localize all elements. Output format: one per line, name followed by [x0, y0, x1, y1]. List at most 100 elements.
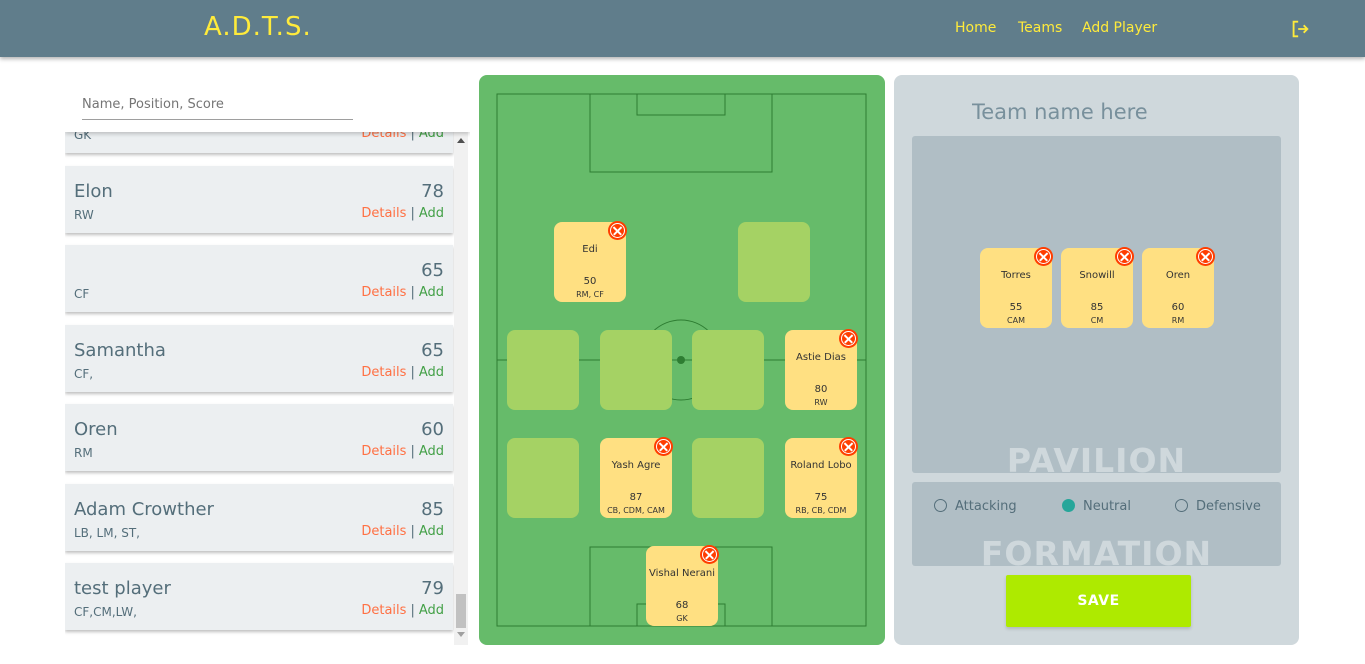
- pavilion-player-card[interactable]: Snowill 85 CM: [1061, 247, 1134, 328]
- player-score: 65: [421, 260, 444, 281]
- scroll-up-arrow-icon[interactable]: [457, 138, 465, 143]
- formation-label: FORMATION: [980, 534, 1213, 566]
- player-name: test player: [74, 578, 171, 599]
- field-player-card[interactable]: Vishal Nerani 68 GK: [646, 545, 719, 626]
- player-actions: Details | Add: [361, 603, 444, 618]
- separator: |: [410, 126, 415, 141]
- pavilion-player-name: Torres: [1001, 270, 1031, 281]
- player-actions: Details | Add: [361, 524, 444, 539]
- player-position: RW: [74, 208, 94, 222]
- app-header: A.D.T.S. Home Teams Add Player: [0, 0, 1365, 57]
- player-score: 65: [421, 340, 444, 361]
- empty-position-slot[interactable]: [507, 330, 579, 410]
- team-name-input[interactable]: [972, 95, 1222, 129]
- details-link[interactable]: Details: [361, 603, 407, 618]
- search-input[interactable]: [82, 90, 353, 120]
- separator: |: [410, 365, 415, 380]
- player-name: Adam Crowther: [74, 499, 214, 520]
- details-link[interactable]: Details: [361, 444, 407, 459]
- player-score: 78: [421, 181, 444, 202]
- player-position: LB, LM, ST,: [74, 526, 140, 540]
- field-player-card[interactable]: Edi 50 RM, CF: [554, 221, 627, 302]
- remove-player-icon[interactable]: [608, 221, 627, 240]
- scroll-down-arrow-icon[interactable]: [457, 632, 465, 637]
- player-position: CF,: [74, 367, 94, 381]
- remove-player-icon[interactable]: [1034, 247, 1053, 266]
- field-player-card[interactable]: Astie Dias 80 RW: [785, 329, 858, 410]
- field-player-score: 75: [814, 492, 828, 503]
- field-player-card[interactable]: Yash Agre 87 CB, CDM, CAM: [600, 437, 673, 518]
- save-button[interactable]: SAVE: [1006, 575, 1191, 627]
- remove-player-icon[interactable]: [839, 437, 858, 456]
- details-link[interactable]: Details: [361, 206, 407, 221]
- remove-player-icon[interactable]: [700, 545, 719, 564]
- radio-on-icon: [1062, 499, 1075, 512]
- nav-add-player[interactable]: Add Player: [1082, 20, 1158, 36]
- pavilion-player-card[interactable]: Oren 60 RM: [1142, 247, 1215, 328]
- separator: |: [410, 524, 415, 539]
- list-scrollbar[interactable]: [454, 132, 468, 645]
- pavilion-player-positions: RM: [1171, 316, 1185, 325]
- add-link[interactable]: Add: [418, 365, 444, 380]
- formation-attacking-radio[interactable]: Attacking: [934, 499, 1017, 514]
- field-player-name: Astie Dias: [796, 352, 846, 363]
- formation-defensive-radio[interactable]: Defensive: [1175, 499, 1261, 514]
- add-link[interactable]: Add: [418, 285, 444, 300]
- team-panel: Torres 55 CAM Snowill 85 CM Oren 60 RM P…: [894, 75, 1299, 645]
- field-player-positions: RB, CB, CDM: [795, 506, 847, 515]
- pitch: Edi 50 RM, CF Astie Dias 80 RW Yash Agre…: [479, 75, 885, 645]
- player-card: Oren 60 RM Details | Add: [65, 404, 453, 471]
- add-link[interactable]: Add: [418, 524, 444, 539]
- field-player-score: 80: [814, 384, 828, 395]
- add-link[interactable]: Add: [418, 603, 444, 618]
- nav-teams[interactable]: Teams: [1018, 20, 1063, 36]
- field-player-score: 87: [629, 492, 643, 503]
- field-player-card[interactable]: Roland Lobo 75 RB, CB, CDM: [785, 437, 858, 518]
- field-player-score: 68: [675, 600, 689, 611]
- field-player-positions: RM, CF: [576, 290, 604, 299]
- field-player-positions: GK: [676, 614, 688, 623]
- empty-position-slot[interactable]: [600, 330, 672, 410]
- player-card: Elon 78 RW Details | Add: [65, 166, 453, 233]
- player-card: Samantha 65 CF, Details | Add: [65, 325, 453, 392]
- separator: |: [410, 603, 415, 618]
- details-link[interactable]: Details: [361, 524, 407, 539]
- player-position: CF,CM,LW,: [74, 605, 137, 619]
- player-card: 65 CF Details | Add: [65, 245, 453, 312]
- radio-off-icon: [934, 499, 947, 512]
- field-player-name: Yash Agre: [611, 460, 661, 471]
- pavilion-player-score: 55: [1009, 302, 1023, 313]
- details-link[interactable]: Details: [361, 285, 407, 300]
- empty-position-slot[interactable]: [738, 222, 810, 302]
- details-link[interactable]: Details: [361, 365, 407, 380]
- remove-player-icon[interactable]: [654, 437, 673, 456]
- player-card: Adam Crowther 85 LB, LM, ST, Details | Add: [65, 484, 453, 551]
- remove-player-icon[interactable]: [1196, 247, 1215, 266]
- player-actions: Details | Add: [361, 365, 444, 380]
- formation-neutral-radio[interactable]: Neutral: [1062, 499, 1131, 514]
- field-player-positions: RW: [814, 398, 828, 407]
- empty-position-slot[interactable]: [507, 438, 579, 518]
- nav-home[interactable]: Home: [955, 20, 997, 36]
- brand-logo[interactable]: A.D.T.S.: [204, 12, 312, 42]
- separator: |: [410, 206, 415, 221]
- radio-label: Attacking: [955, 499, 1017, 514]
- remove-player-icon[interactable]: [1115, 247, 1134, 266]
- field-player-name: Vishal Nerani: [648, 568, 716, 579]
- empty-position-slot[interactable]: [692, 438, 764, 518]
- pavilion-player-card[interactable]: Torres 55 CAM: [980, 247, 1053, 328]
- add-link[interactable]: Add: [418, 444, 444, 459]
- player-name: Samantha: [74, 340, 166, 361]
- player-actions: Details | Add: [361, 444, 444, 459]
- empty-position-slot[interactable]: [692, 330, 764, 410]
- formation-area: Attacking Neutral Defensive FORMATION: [912, 482, 1281, 566]
- add-link[interactable]: Add: [418, 206, 444, 221]
- scroll-thumb[interactable]: [456, 594, 466, 628]
- remove-player-icon[interactable]: [839, 329, 858, 348]
- radio-label: Neutral: [1083, 499, 1131, 514]
- pavilion-area: Torres 55 CAM Snowill 85 CM Oren 60 RM P…: [912, 136, 1281, 473]
- player-name: Elon: [74, 181, 113, 202]
- player-name: Oren: [74, 419, 118, 440]
- logout-icon[interactable]: [1289, 18, 1311, 40]
- player-actions: Details | Add: [361, 285, 444, 300]
